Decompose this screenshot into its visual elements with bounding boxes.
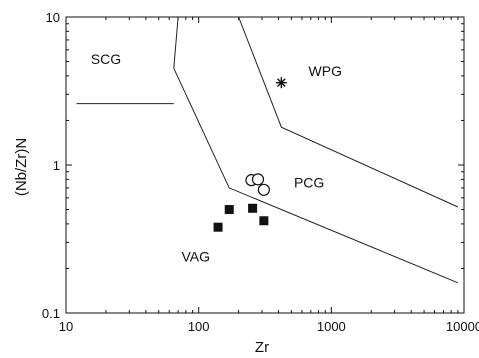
y-tick-label: 10 bbox=[46, 10, 60, 25]
boundary-line-wpg-lower bbox=[238, 16, 459, 208]
x-tick-label: 10 bbox=[59, 319, 73, 334]
y-tick-label: 1 bbox=[53, 158, 60, 173]
axis-ticks: 10 100 1000 10000 0.1 1 10 bbox=[42, 10, 479, 334]
open-circle-point bbox=[251, 173, 265, 186]
boundary-lines bbox=[76, 16, 459, 284]
open-circle-point bbox=[257, 183, 270, 196]
plot-frame bbox=[65, 16, 465, 314]
data-points bbox=[213, 77, 287, 232]
x-tick-label: 100 bbox=[188, 319, 210, 334]
boundary-line-scg-left bbox=[173, 16, 459, 284]
filled-square-point bbox=[213, 222, 223, 232]
x-axis-title: Zr bbox=[255, 339, 269, 356]
filled-square-point bbox=[259, 216, 269, 226]
region-label-wpg: WPG bbox=[309, 63, 342, 79]
region-label-scg: SCG bbox=[91, 51, 121, 67]
plot-frame-group bbox=[65, 16, 465, 314]
region-label-vag: VAG bbox=[181, 249, 210, 265]
filled-square-point bbox=[224, 205, 234, 215]
asterisk-point bbox=[275, 77, 287, 89]
x-tick-label: 10000 bbox=[446, 319, 479, 334]
region-label-pcg: PCG bbox=[294, 175, 324, 191]
y-axis-title: (Nb/Zr)N bbox=[13, 138, 30, 196]
filled-square-point bbox=[248, 203, 258, 213]
y-tick-label: 0.1 bbox=[42, 306, 60, 321]
x-tick-label: 1000 bbox=[317, 319, 346, 334]
region-labels: SCG WPG PCG VAG bbox=[91, 51, 342, 265]
